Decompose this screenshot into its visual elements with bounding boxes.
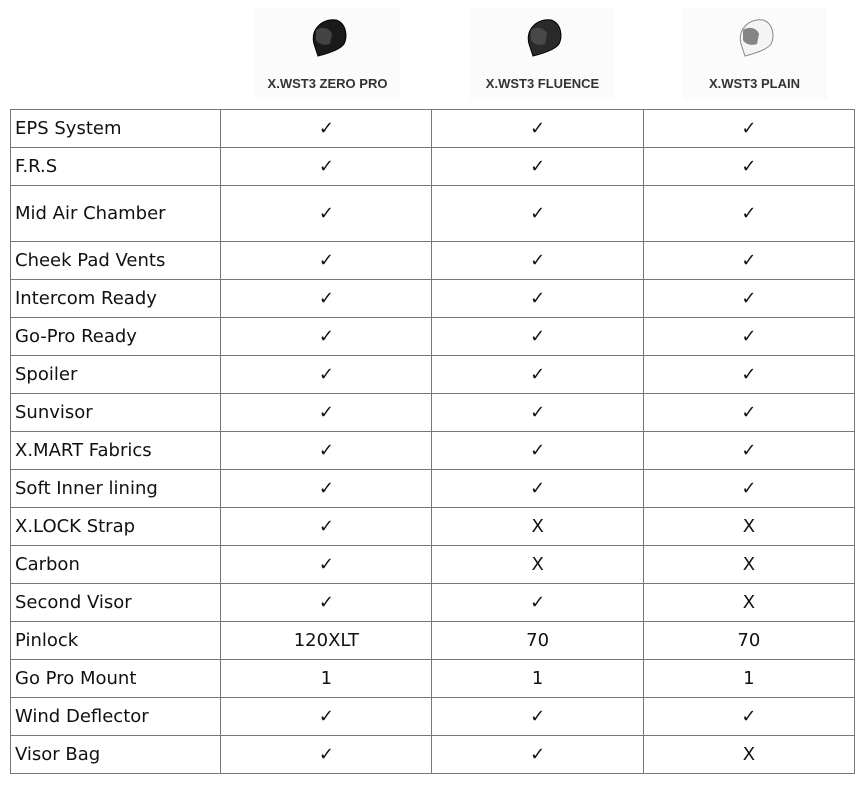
feature-label: Wind Deflector	[9, 697, 222, 736]
product-name: X.WST3 ZERO PRO	[267, 76, 388, 91]
feature-value: X	[642, 545, 856, 584]
feature-label: Intercom Ready	[9, 279, 222, 318]
feature-value: ✓	[431, 469, 644, 508]
comparison-table: EPS System ✓ ✓ ✓ F.R.S ✓ ✓ ✓ Mid Air Chamber ✓ ✓ ✓ C…	[9, 109, 856, 774]
feature-value: X	[431, 545, 644, 584]
feature-value: ✓	[431, 317, 644, 356]
product-name: X.WST3 FLUENCE	[485, 76, 600, 91]
feature-value: ✓	[642, 241, 856, 280]
feature-value: X	[642, 507, 856, 546]
feature-label: Sunvisor	[9, 393, 222, 432]
feature-value: ✓	[642, 393, 856, 432]
feature-value: ✓	[431, 185, 644, 242]
helmet-image-icon	[312, 19, 346, 57]
table-row: Intercom Ready ✓ ✓ ✓	[9, 279, 856, 318]
feature-value: ✓	[642, 147, 856, 186]
feature-value: ✓	[220, 545, 433, 584]
feature-label: Go-Pro Ready	[9, 317, 222, 356]
table-row: Go-Pro Ready ✓ ✓ ✓	[9, 317, 856, 356]
feature-label: Visor Bag	[9, 735, 222, 774]
helmet-image-icon	[739, 19, 773, 57]
feature-value: X	[431, 507, 644, 546]
helmet-image-icon	[527, 19, 561, 57]
feature-label: Mid Air Chamber	[9, 185, 222, 242]
feature-value: 1	[220, 659, 433, 698]
feature-value: 70	[431, 621, 644, 660]
feature-value: ✓	[220, 507, 433, 546]
feature-label: F.R.S	[9, 147, 222, 186]
feature-label: Go Pro Mount	[9, 659, 222, 698]
feature-label: Cheek Pad Vents	[9, 241, 222, 280]
table-row: Soft Inner lining ✓ ✓ ✓	[9, 469, 856, 508]
feature-value: ✓	[220, 393, 433, 432]
feature-value: ✓	[220, 147, 433, 186]
feature-value: ✓	[220, 469, 433, 508]
table-row: Visor Bag ✓ ✓ X	[9, 735, 856, 774]
feature-value: X	[642, 735, 856, 774]
table-row: Spoiler ✓ ✓ ✓	[9, 355, 856, 394]
feature-value: ✓	[642, 469, 856, 508]
table-row: X.MART Fabrics ✓ ✓ ✓	[9, 431, 856, 470]
feature-value: ✓	[220, 735, 433, 774]
table-row: Pinlock 120XLT 70 70	[9, 621, 856, 660]
feature-label: X.LOCK Strap	[9, 507, 222, 546]
table-row: F.R.S ✓ ✓ ✓	[9, 147, 856, 186]
feature-value: ✓	[431, 393, 644, 432]
feature-label: Carbon	[9, 545, 222, 584]
feature-label: Soft Inner lining	[9, 469, 222, 508]
table-row: Second Visor ✓ ✓ X	[9, 583, 856, 622]
feature-value: X	[642, 583, 856, 622]
feature-value: ✓	[642, 431, 856, 470]
feature-value: ✓	[431, 583, 644, 622]
table-row: Go Pro Mount 1 1 1	[9, 659, 856, 698]
feature-value: 1	[431, 659, 644, 698]
table-row: Cheek Pad Vents ✓ ✓ ✓	[9, 241, 856, 280]
feature-value: ✓	[220, 431, 433, 470]
feature-value: ✓	[220, 185, 433, 242]
feature-value: ✓	[642, 185, 856, 242]
table-row: EPS System ✓ ✓ ✓	[9, 109, 856, 148]
feature-value: ✓	[642, 317, 856, 356]
product-header: X.WST3 PLAIN	[682, 8, 827, 100]
feature-label: Second Visor	[9, 583, 222, 622]
feature-value: ✓	[431, 109, 644, 148]
feature-value: ✓	[431, 697, 644, 736]
feature-value: ✓	[431, 355, 644, 394]
feature-label: Spoiler	[9, 355, 222, 394]
feature-value: 70	[642, 621, 856, 660]
feature-value: ✓	[431, 279, 644, 318]
feature-value: ✓	[431, 431, 644, 470]
table-row: Mid Air Chamber ✓ ✓ ✓	[9, 185, 856, 242]
feature-value: ✓	[220, 317, 433, 356]
feature-label: Pinlock	[9, 621, 222, 660]
feature-value: ✓	[431, 147, 644, 186]
feature-value: ✓	[220, 241, 433, 280]
table-row: Carbon ✓ X X	[9, 545, 856, 584]
product-header: X.WST3 ZERO PRO	[255, 8, 400, 100]
feature-value: ✓	[220, 279, 433, 318]
feature-value: ✓	[431, 241, 644, 280]
feature-value: ✓	[220, 697, 433, 736]
feature-label: X.MART Fabrics	[9, 431, 222, 470]
feature-value: ✓	[642, 279, 856, 318]
product-header: X.WST3 FLUENCE	[470, 8, 615, 100]
feature-value: ✓	[642, 697, 856, 736]
feature-value: 1	[642, 659, 856, 698]
table-row: X.LOCK Strap ✓ X X	[9, 507, 856, 546]
feature-value: 120XLT	[220, 621, 433, 660]
table-row: Wind Deflector ✓ ✓ ✓	[9, 697, 856, 736]
feature-value: ✓	[220, 583, 433, 622]
feature-value: ✓	[642, 109, 856, 148]
table-row: Sunvisor ✓ ✓ ✓	[9, 393, 856, 432]
feature-value: ✓	[642, 355, 856, 394]
feature-value: ✓	[431, 735, 644, 774]
product-name: X.WST3 PLAIN	[708, 76, 800, 91]
feature-label: EPS System	[9, 109, 222, 148]
feature-value: ✓	[220, 109, 433, 148]
feature-value: ✓	[220, 355, 433, 394]
